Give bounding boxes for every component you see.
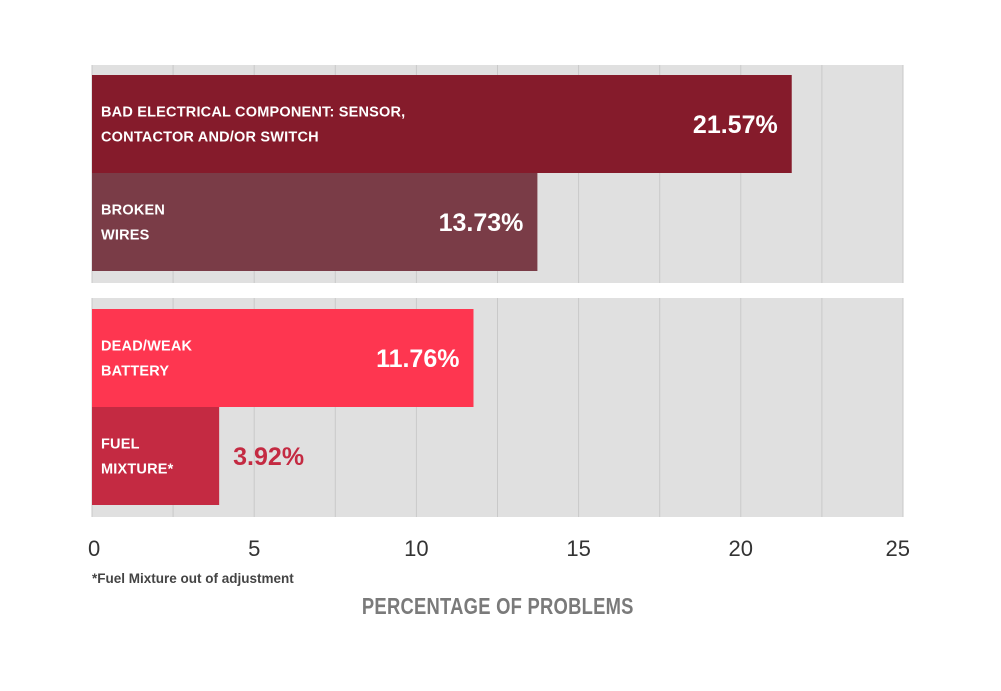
bar-label: FUEL [101, 437, 140, 453]
tick-label: 25 [886, 536, 910, 561]
bar-label: MIXTURE* [101, 462, 174, 478]
tick-label: 20 [729, 536, 753, 561]
bar-label: BROKEN [101, 203, 165, 219]
footnote: *Fuel Mixture out of adjustment [92, 571, 294, 586]
tick-label: 15 [566, 536, 590, 561]
bar [92, 407, 220, 505]
bar-label: BATTERY [101, 364, 169, 380]
bar [92, 173, 538, 271]
tick-label: 10 [404, 536, 428, 561]
bar [92, 75, 792, 173]
data-label: 11.76% [376, 345, 459, 373]
tick-label: 0 [88, 536, 100, 561]
bar-label: BAD ELECTRICAL COMPONENT: SENSOR, [101, 105, 405, 121]
bar-label: CONTACTOR AND/OR SWITCH [101, 130, 319, 146]
data-label: 3.92% [233, 443, 304, 471]
data-label: 21.57% [693, 111, 778, 139]
bar-label: WIRES [101, 228, 150, 244]
x-axis-label: PERCENTAGE OF PROBLEMS [361, 593, 634, 619]
tick-label: 5 [248, 536, 260, 561]
data-label: 13.73% [439, 209, 524, 237]
bar [92, 309, 474, 407]
bar-label: DEAD/WEAK [101, 339, 193, 355]
